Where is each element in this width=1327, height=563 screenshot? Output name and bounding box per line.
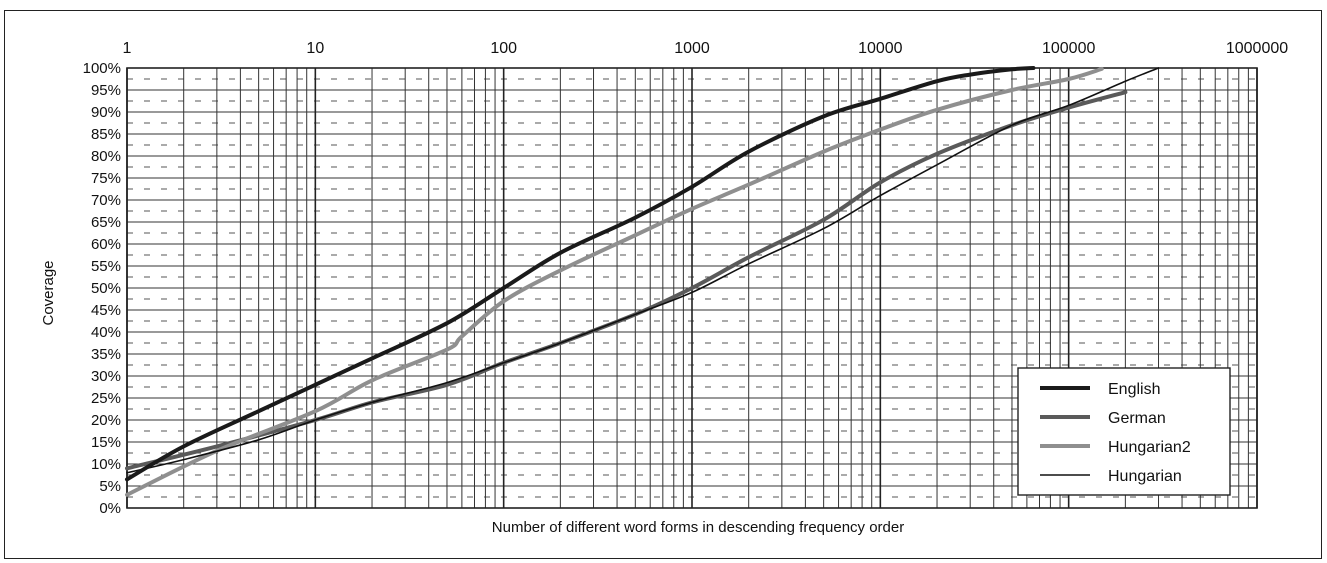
y-tick-label: 40% bbox=[91, 324, 121, 341]
series-line-hungarian bbox=[126, 67, 1160, 474]
series-layer bbox=[125, 66, 1160, 497]
x-tick-label: 1 bbox=[123, 40, 132, 57]
legend-label: Hungarian bbox=[1108, 468, 1182, 485]
y-tick-label: 45% bbox=[91, 302, 121, 319]
plot-border bbox=[126, 67, 1258, 509]
x-axis-label: Number of different word forms in descen… bbox=[492, 519, 904, 536]
x-tick-label: 10000 bbox=[858, 40, 903, 57]
y-tick-label: 50% bbox=[91, 280, 121, 297]
y-tick-label: 10% bbox=[91, 456, 121, 473]
x-tick-label: 1000000 bbox=[1226, 40, 1288, 57]
series-line-english bbox=[125, 66, 1036, 482]
y-tick-label: 95% bbox=[91, 82, 121, 99]
y-tick-label: 35% bbox=[91, 346, 121, 363]
y-tick-label: 5% bbox=[99, 478, 121, 495]
y-axis-label: Coverage bbox=[40, 260, 57, 325]
y-tick-label: 100% bbox=[83, 60, 121, 77]
y-tick-label: 85% bbox=[91, 126, 121, 143]
legend-label: German bbox=[1108, 410, 1166, 427]
y-tick-label: 25% bbox=[91, 390, 121, 407]
y-tick-label: 20% bbox=[91, 412, 121, 429]
y-tick-label: 60% bbox=[91, 236, 121, 253]
x-tick-label: 100000 bbox=[1042, 40, 1095, 57]
y-tick-label: 65% bbox=[91, 214, 121, 231]
legend-label: Hungarian2 bbox=[1108, 439, 1191, 456]
series-line-hungarian2 bbox=[125, 66, 1104, 497]
y-tick-label: 0% bbox=[99, 500, 121, 517]
y-tick-label: 15% bbox=[91, 434, 121, 451]
chart-frame: 1 10 100 1000 10000 100000 1000000 0% 5% 10% 15% 20… bbox=[4, 10, 1322, 559]
y-tick-label: 75% bbox=[91, 170, 121, 187]
x-tick-label: 1000 bbox=[674, 40, 710, 57]
y-tick-label: 55% bbox=[91, 258, 121, 275]
tick-labels: 1 10 100 1000 10000 100000 1000000 0% 5% 10% 15% 20… bbox=[83, 40, 1289, 517]
coverage-chart: 1 10 100 1000 10000 100000 1000000 0% 5% 10% 15% 20… bbox=[40, 40, 1289, 536]
legend-label: English bbox=[1108, 381, 1160, 398]
x-tick-label: 10 bbox=[306, 40, 324, 57]
x-tick-label: 100 bbox=[490, 40, 517, 57]
y-tick-label: 80% bbox=[91, 148, 121, 165]
y-tick-label: 90% bbox=[91, 104, 121, 121]
y-tick-label: 30% bbox=[91, 368, 121, 385]
series-line-german bbox=[125, 90, 1128, 471]
legend: English German Hungarian2 Hungarian bbox=[1017, 367, 1231, 496]
y-tick-label: 70% bbox=[91, 192, 121, 209]
